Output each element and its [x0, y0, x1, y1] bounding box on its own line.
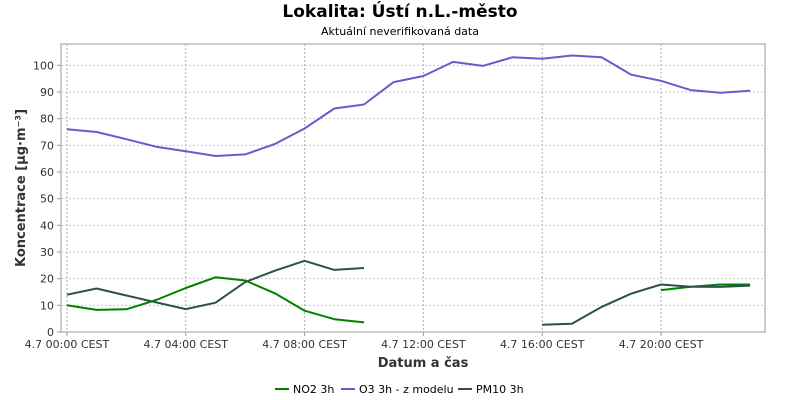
x-tick-label: 4.7 08:00 CEST	[262, 338, 347, 351]
y-tick-label: 10	[40, 299, 54, 312]
x-axis: 4.7 00:00 CEST 4.7 04:00 CEST 4.7 08:00 CE…	[25, 332, 704, 351]
series-line-pm10-3h	[542, 283, 751, 326]
y-tick-label: 30	[40, 246, 54, 259]
legend: NO2 3h O3 3h - z modelu PM10 3h	[275, 383, 524, 396]
series-line-no2-3h	[660, 283, 751, 292]
y-tick-label: 80	[40, 113, 54, 126]
series-line-o3-3h-z-modelu	[66, 54, 751, 157]
x-tick-label: 4.7 12:00 CEST	[381, 338, 466, 351]
y-tick-label: 90	[40, 86, 54, 99]
legend-entry-o3-3h-z-modelu: O3 3h - z modelu	[359, 383, 454, 396]
x-tick-label: 4.7 04:00 CEST	[143, 338, 228, 351]
chart-subtitle: Aktuální neverifikovaná data	[321, 25, 479, 38]
y-tick-label: 70	[40, 139, 54, 152]
y-tick-label: 20	[40, 273, 54, 286]
y-tick-label: 100	[33, 59, 54, 72]
y-tick-label: 40	[40, 219, 54, 232]
series-line-no2-3h	[66, 276, 365, 324]
y-tick-label: 0	[47, 326, 54, 339]
y-tick-label: 60	[40, 166, 54, 179]
y-axis-label: Koncentrace [µg·m⁻³]	[14, 109, 29, 267]
y-tick-label: 50	[40, 193, 54, 206]
plot-area	[60, 43, 766, 333]
legend-entry-pm10-3h: PM10 3h	[476, 383, 524, 396]
x-tick-label: 4.7 00:00 CEST	[25, 338, 110, 351]
x-tick-label: 4.7 20:00 CEST	[619, 338, 704, 351]
x-tick-label: 4.7 16:00 CEST	[500, 338, 585, 351]
y-axis: 0 10 20 30 40 50 60 70 80 90 100	[33, 59, 61, 339]
x-axis-label: Datum a čas	[378, 356, 469, 371]
chart-title: Lokalita: Ústí n.L.-město	[282, 0, 517, 22]
series-layer	[66, 54, 751, 326]
series-line-pm10-3h	[66, 259, 365, 311]
legend-entry-no2-3h: NO2 3h	[293, 383, 334, 396]
